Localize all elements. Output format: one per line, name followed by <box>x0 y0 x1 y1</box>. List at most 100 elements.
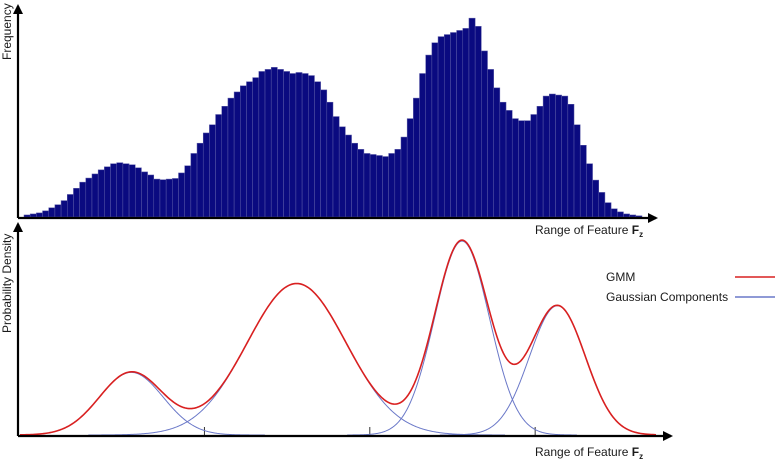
histogram-bar <box>369 154 377 218</box>
histogram-bar <box>48 207 56 218</box>
histogram-bar <box>147 174 155 218</box>
histogram-bar <box>122 163 130 218</box>
gmm-y-axis-label: Probability Density <box>0 234 14 333</box>
histogram-bar <box>542 95 550 218</box>
histogram-bar <box>252 77 260 218</box>
histogram-bar <box>246 81 253 218</box>
histogram-bar <box>289 73 297 218</box>
histogram-bar <box>196 142 204 218</box>
histogram-bar <box>413 97 420 218</box>
histogram-bar <box>536 106 544 218</box>
histogram-bar <box>277 69 284 218</box>
histogram-bar <box>592 179 599 218</box>
gaussian-components <box>19 240 657 436</box>
histogram-bar <box>85 177 93 218</box>
legend: GMM Gaussian Components <box>606 270 775 304</box>
histogram-bar <box>79 181 87 218</box>
histogram-bar <box>54 204 62 218</box>
histogram-bar <box>178 172 185 218</box>
histogram-bar <box>165 178 173 218</box>
histogram-bar <box>481 50 488 218</box>
histogram-bar <box>357 149 365 218</box>
histogram-bar <box>240 85 247 218</box>
histogram-bar <box>227 97 235 218</box>
gmm-x-axis-label: Range of Feature Fz <box>535 445 643 459</box>
histogram-bar <box>351 142 358 218</box>
gaussian-component-curve <box>347 240 577 436</box>
histogram-bar <box>153 178 161 218</box>
histogram-bar <box>29 213 37 218</box>
gmm-panel: Probability Density Range of Feature Fz … <box>0 222 775 459</box>
histogram-bar <box>382 156 389 218</box>
histogram-bar <box>172 178 179 218</box>
histogram-x-axis-label-text: Range of Feature <box>535 223 629 237</box>
histogram-bar <box>376 155 383 218</box>
histogram-bar <box>610 208 618 218</box>
histogram-bar <box>443 34 451 218</box>
histogram-bar <box>555 94 562 218</box>
histogram-x-axis-label-subscript: z <box>639 230 643 239</box>
histogram-bar <box>97 169 105 218</box>
histogram-bar <box>437 36 445 218</box>
histogram-bar <box>308 75 315 218</box>
histogram-bar <box>388 153 396 218</box>
histogram-bar <box>221 106 229 218</box>
histogram-bar <box>202 132 210 218</box>
histogram-bar <box>134 167 142 218</box>
histogram-bar <box>209 124 216 218</box>
histogram-bar <box>493 87 501 218</box>
histogram-bar <box>110 163 117 218</box>
histogram-bar <box>598 192 606 218</box>
histogram-bar <box>400 136 408 218</box>
histogram-x-axis-label: Range of Feature Fz <box>535 223 643 239</box>
histogram-bar <box>549 93 556 218</box>
legend-label-gmm: GMM <box>606 270 635 284</box>
histogram-panel: Frequency Range of Feature Fz <box>0 3 658 239</box>
histogram-bar <box>301 73 309 218</box>
histogram-bar <box>36 212 43 218</box>
histogram-bar <box>73 188 80 218</box>
histogram-bar <box>629 214 637 218</box>
histogram-bar <box>128 164 136 218</box>
histogram-bar <box>23 214 31 218</box>
histogram-bar <box>579 145 587 218</box>
histogram-bar <box>363 153 371 218</box>
histogram-bar <box>314 81 321 218</box>
histogram-bar <box>462 28 470 218</box>
histogram-bar <box>573 124 581 218</box>
gmm-curve <box>19 239 657 436</box>
histogram-bar <box>116 162 124 218</box>
histogram-bar <box>474 26 482 218</box>
histogram-bar <box>320 89 328 218</box>
histogram-bar <box>394 149 402 218</box>
histogram-bar <box>332 116 340 218</box>
histogram-bar <box>338 126 346 218</box>
histogram-bar <box>635 215 643 218</box>
gmm-x-axis-label-text: Range of Feature <box>535 445 629 459</box>
histogram-bar <box>190 153 198 218</box>
histogram-bar <box>530 114 538 218</box>
histogram-bar <box>141 171 148 218</box>
histogram-bar <box>419 73 426 218</box>
histogram-bar <box>604 202 612 218</box>
histogram-bar <box>586 163 593 218</box>
histogram-bar <box>104 166 111 218</box>
histogram-bar <box>91 173 99 218</box>
histogram-bar <box>233 91 241 218</box>
histogram-y-axis-label: Frequency <box>0 3 14 60</box>
histogram-bar <box>617 211 624 218</box>
histogram-bar <box>295 72 303 218</box>
gmm-ticks <box>203 427 536 435</box>
histogram-bar <box>431 42 439 218</box>
histogram-bar <box>468 17 476 218</box>
histogram-bar <box>406 118 414 218</box>
histogram-bar <box>42 210 49 218</box>
histogram-bar <box>258 71 266 218</box>
legend-label-components: Gaussian Components <box>606 290 728 304</box>
histogram-bar <box>60 200 68 218</box>
gaussian-component-curve <box>88 282 506 436</box>
histogram-bar <box>518 120 525 218</box>
histogram-bar <box>456 30 464 218</box>
histogram-bar <box>264 69 272 218</box>
